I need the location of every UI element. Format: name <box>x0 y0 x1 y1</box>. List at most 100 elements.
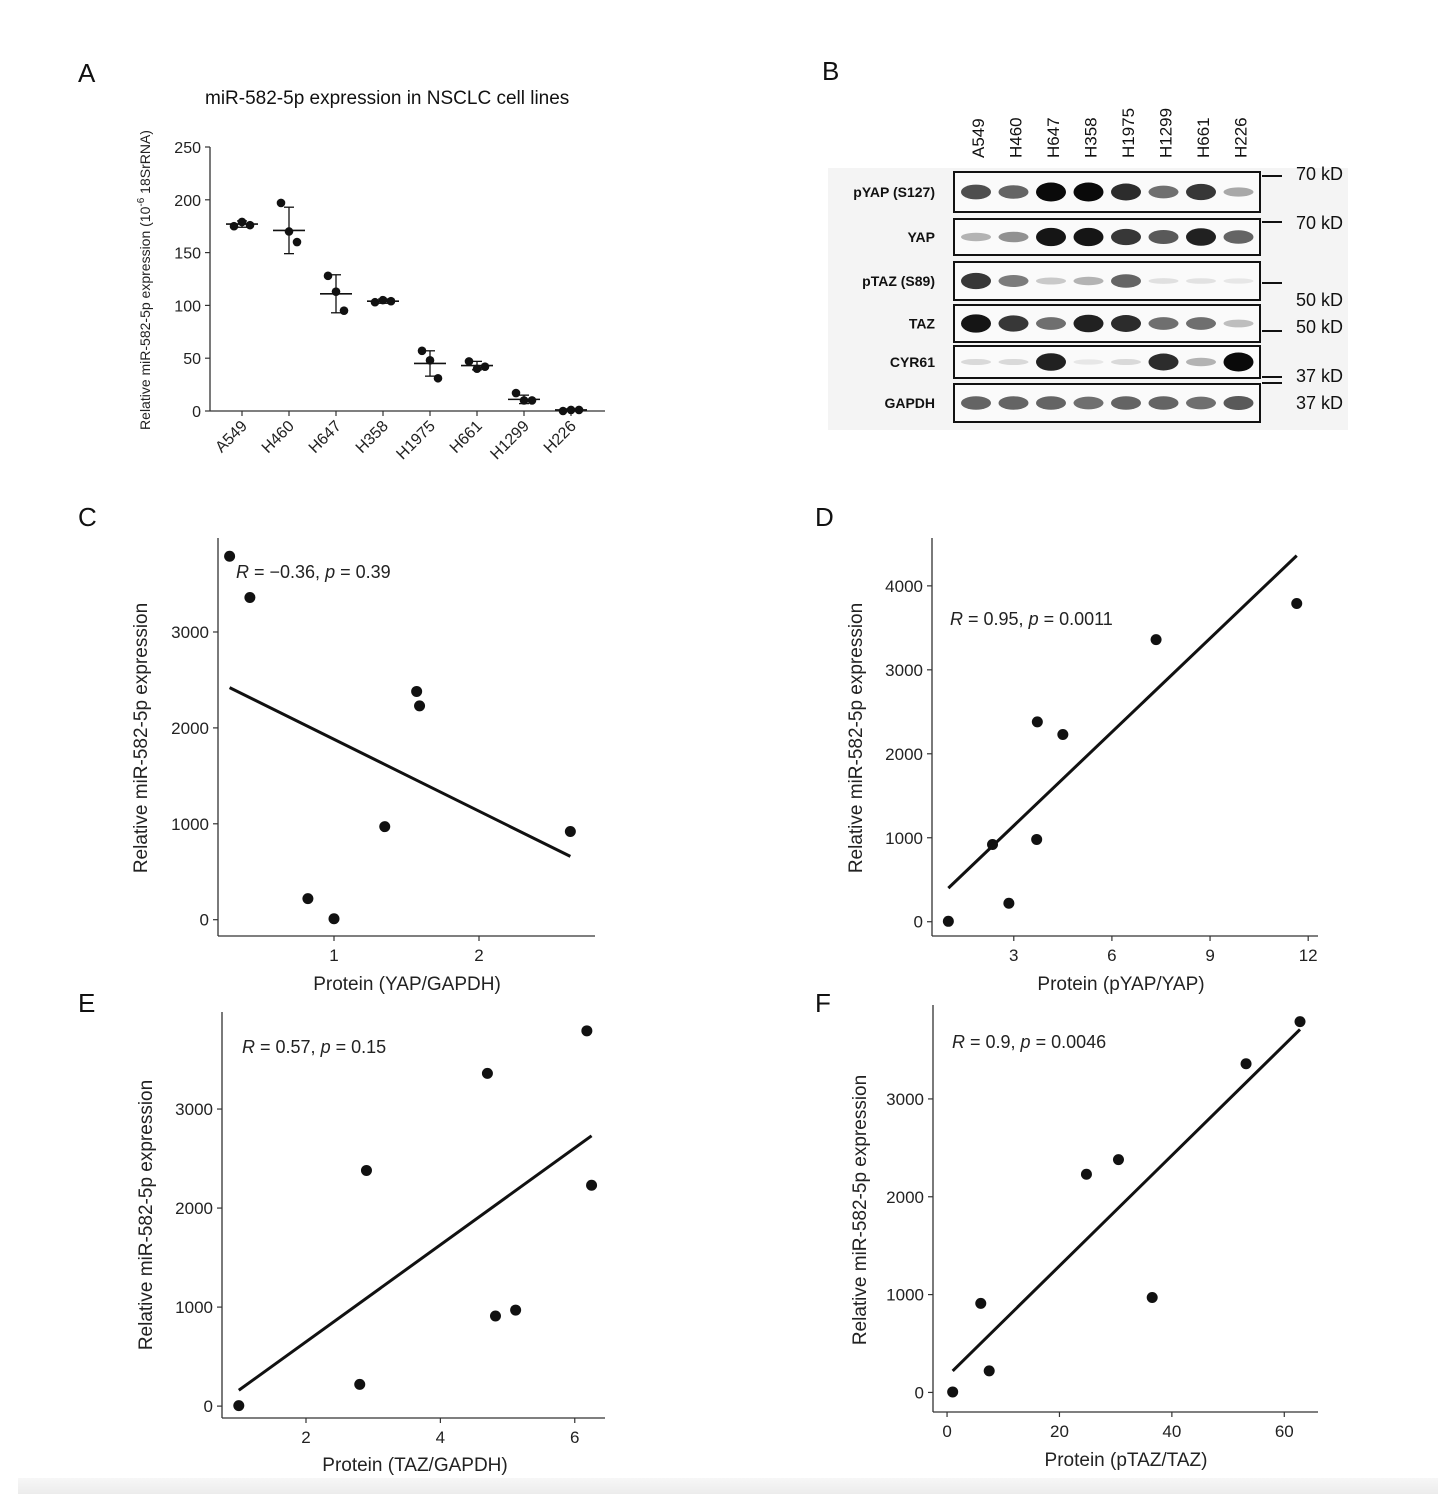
panel-a-point <box>370 297 380 307</box>
panel-f-fit-line <box>951 1028 1302 1372</box>
blot-band <box>1073 396 1104 410</box>
protein-label: GAPDH <box>884 395 935 411</box>
blot-band <box>1223 319 1254 328</box>
panel-d-point <box>1057 728 1069 740</box>
panel-a-point <box>229 221 239 231</box>
blot-band <box>1073 227 1104 247</box>
panel-a-point <box>417 346 427 356</box>
marker-label: 70 kD <box>1296 213 1343 233</box>
panel-a-plot: 0 50 100 150 200 250 A549 H460 H647 H358 H1975 H661… <box>174 140 605 463</box>
blot-band <box>1148 278 1179 284</box>
lane-label: H661 <box>1194 117 1213 158</box>
blot-band <box>1073 359 1104 365</box>
blot-band <box>1036 317 1066 330</box>
panel-a-ylabel: Relative miR-582-5p expression (10-6 18S… <box>136 130 153 430</box>
panel-c-xtick-label: 1 <box>329 946 338 965</box>
panel-a-ytick-label: 200 <box>174 193 201 210</box>
panel-f-point <box>1146 1292 1158 1304</box>
panel-e-fit-line <box>237 1134 593 1392</box>
marker-label: 37 kD <box>1296 366 1343 386</box>
blot-band <box>998 185 1029 199</box>
blot-band <box>998 315 1029 332</box>
panel-a-point <box>292 237 302 247</box>
blot-strips: pYAP (S127) YAP pTAZ (S89) TAZ CYR61 GAPDH <box>853 171 1261 423</box>
panel-f-point <box>1112 1154 1124 1166</box>
blot-band <box>961 184 991 200</box>
panel-a-point <box>472 364 482 374</box>
panel-d-point <box>1031 716 1043 728</box>
panel-a-ytick-label: 150 <box>174 246 201 263</box>
panel-f-point <box>1294 1016 1306 1028</box>
panel-c-point <box>302 893 314 905</box>
blot-band <box>1111 228 1141 246</box>
panel-e-point <box>586 1179 598 1191</box>
panel-c-point <box>379 821 391 833</box>
panel-a-point <box>527 396 537 405</box>
panel-e-point <box>481 1067 493 1079</box>
panel-a-point <box>558 406 568 416</box>
blot-band <box>1223 352 1254 372</box>
marker-labels: 70 kD 70 kD 50 kD 50 kD 37 kD 37 kD <box>1262 164 1343 413</box>
lane-label: H460 <box>1007 117 1026 158</box>
panel-f-point <box>1240 1058 1252 1070</box>
blot-band <box>1186 317 1216 330</box>
lane-label: H226 <box>1232 117 1251 158</box>
panel-e-stat: R = 0.57, p = 0.15 <box>242 1037 386 1057</box>
panel-d-point <box>1291 597 1303 609</box>
blot-band <box>961 358 991 366</box>
panel-f-stat: R = 0.9, p = 0.0046 <box>952 1032 1106 1052</box>
blot-band <box>1036 277 1066 285</box>
lane-label: A549 <box>969 118 988 158</box>
panel-a-point <box>566 405 576 415</box>
panel-a-point <box>339 306 349 315</box>
panel-a-point <box>464 357 474 366</box>
blot-band <box>1223 278 1254 284</box>
panel-a-point <box>386 296 396 306</box>
blot-band <box>1036 396 1066 410</box>
panel-c-point <box>414 700 426 712</box>
panel-f-ytick-label: 0 <box>915 1383 924 1402</box>
marker-label: 37 kD <box>1296 393 1343 413</box>
lane-labels: A549 H460 H647 H358 H1975 H1299 H661 H226 <box>969 108 1251 158</box>
panel-f-xtick-label: 0 <box>942 1422 951 1441</box>
panel-e-point <box>354 1378 366 1390</box>
lane-label: H358 <box>1082 117 1101 158</box>
blot-band <box>1036 353 1066 371</box>
panel-d-ylabel: Relative miR-582-5p expression <box>846 603 867 873</box>
panel-d-point <box>1031 833 1043 845</box>
panel-a-point <box>237 217 247 227</box>
blot-band <box>1111 396 1141 410</box>
blot-band <box>998 358 1029 366</box>
panel-a-xtick-label: H226 <box>541 418 580 457</box>
panel-d-ytick-label: 0 <box>914 913 923 932</box>
panel-a-point <box>480 362 490 371</box>
panel-c-xtick-label: 2 <box>474 946 483 965</box>
panel-a-point <box>433 373 443 383</box>
blot-band <box>998 396 1029 410</box>
panel-f-ytick-label: 1000 <box>886 1286 924 1305</box>
blot-band <box>1148 353 1179 371</box>
protein-label: pYAP (S127) <box>853 184 935 200</box>
marker-label: 50 kD <box>1296 317 1343 337</box>
panel-a-xtick-label: H358 <box>353 418 392 457</box>
panel-a-ytick-label: 50 <box>183 351 201 368</box>
panel-a-title: miR-582-5p expression in NSCLC cell line… <box>205 88 569 109</box>
panel-a-ytick-label: 100 <box>174 298 201 315</box>
bottom-edge-shade <box>18 1478 1438 1494</box>
panel-letter-d: D <box>815 502 834 532</box>
panel-f-ytick-label: 2000 <box>886 1188 924 1207</box>
blot-band <box>1148 317 1179 330</box>
panel-a-xtick-label: H1299 <box>487 418 532 463</box>
marker-label: 50 kD <box>1296 290 1343 310</box>
panel-f-xlabel: Protein (pTAZ/TAZ) <box>1045 1450 1208 1471</box>
panel-letter-a: A <box>78 58 96 88</box>
protein-label: pTAZ (S89) <box>862 273 935 289</box>
blot-band <box>1186 183 1216 201</box>
panel-f-ylabel: Relative miR-582-5p expression <box>850 1075 871 1345</box>
blot-band <box>998 275 1029 287</box>
panel-a-point <box>519 396 529 405</box>
panel-e: E R = 0.57, p = 0.15 Protein (TAZ/GAPDH)… <box>78 988 605 1476</box>
panel-c-point <box>564 825 576 837</box>
panel-d-ytick-label: 1000 <box>885 829 923 848</box>
blot-band <box>1148 229 1179 245</box>
